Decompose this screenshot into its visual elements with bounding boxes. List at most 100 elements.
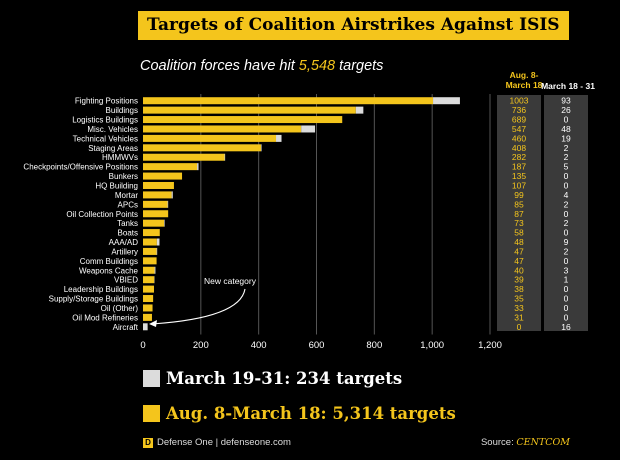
march-value: 0 [564, 256, 569, 266]
bar-aug [143, 134, 277, 142]
bar-aug [143, 295, 154, 303]
x-tick-label: 800 [366, 340, 382, 351]
category-label: APCs [118, 200, 138, 209]
footer-source-label: Source: [480, 437, 517, 448]
march-value: 0 [564, 312, 569, 322]
bar-aug [143, 313, 152, 321]
legend-aug-swatch [143, 405, 160, 422]
aug-value: 107 [512, 180, 526, 190]
aug-value: 1003 [510, 96, 529, 106]
category-label: HQ Building [95, 181, 138, 190]
aug-values-panel [497, 95, 541, 331]
bar-aug [143, 210, 169, 218]
bar-march [156, 238, 160, 246]
bar-march [301, 125, 316, 133]
aug-value: 58 [514, 228, 524, 238]
march-value: 93 [561, 96, 571, 106]
aug-value: 0 [517, 322, 522, 332]
march-value: 3 [564, 265, 569, 275]
aug-value: 282 [512, 152, 526, 162]
category-label: Weapons Cache [79, 266, 139, 275]
aug-value: 135 [512, 171, 526, 181]
march-value: 48 [561, 124, 571, 134]
bar-aug [143, 276, 155, 284]
march-value: 2 [564, 246, 569, 256]
chart-subtitle: Coalition forces have hit 5,548 targets [140, 58, 383, 74]
category-label: Comm Buildings [80, 257, 138, 266]
annotation-label: New category [204, 276, 257, 286]
march-value: 1 [564, 275, 569, 285]
bar-march [164, 219, 165, 227]
bar-aug [143, 163, 198, 171]
column-header-aug: Aug. 8- March 18 [505, 70, 543, 90]
bar-march [197, 163, 199, 171]
aug-value: 47 [514, 246, 524, 256]
category-label: Logistics Buildings [72, 116, 138, 125]
bar-aug [143, 153, 225, 161]
bar-aug [143, 266, 155, 274]
march-value: 2 [564, 218, 569, 228]
legend-march-label: March 19-31: 234 targets [166, 369, 403, 388]
category-label: Leadership Buildings [64, 285, 138, 294]
march-value: 5 [564, 162, 569, 172]
march-value: 19 [561, 133, 571, 143]
bar-march [143, 323, 148, 331]
march-value: 26 [561, 105, 571, 115]
subtitle-total: 5,548 [298, 58, 336, 74]
aug-value: 47 [514, 256, 524, 266]
march-value: 2 [564, 152, 569, 162]
march-value: 0 [564, 115, 569, 125]
category-label: Boats [118, 229, 138, 238]
bar-aug [143, 238, 157, 246]
bar-march [433, 97, 460, 105]
march-value: 0 [564, 171, 569, 181]
annotation-arrowhead [149, 320, 157, 327]
category-label: HMMWVs [102, 153, 138, 162]
aug-value: 547 [512, 124, 526, 134]
bar-aug [143, 191, 172, 199]
bar-aug [143, 125, 302, 133]
footer-brand-text: Defense One | defenseone.com [157, 437, 291, 448]
bar-march [260, 144, 262, 152]
category-label: Bunkers [109, 172, 138, 181]
march-value: 9 [564, 237, 569, 247]
category-label: Technical Vehicles [73, 134, 138, 143]
bar-aug [143, 229, 160, 237]
category-label: Tanks [117, 219, 138, 228]
march-value: 16 [561, 322, 571, 332]
march-value: 2 [564, 143, 569, 153]
subtitle-prefix: Coalition forces have hit [140, 58, 299, 74]
bar-march [224, 153, 226, 161]
bar-aug [143, 97, 434, 105]
aug-value: 35 [514, 294, 524, 304]
march-value: 2 [564, 199, 569, 209]
aug-value: 408 [512, 143, 526, 153]
x-tick-label: 200 [193, 340, 209, 351]
category-label: Misc. Vehicles [87, 125, 138, 134]
march-value: 0 [564, 294, 569, 304]
aug-value: 99 [514, 190, 524, 200]
legend-aug-label: Aug. 8-March 18: 5,314 targets [166, 404, 456, 423]
bar-march [156, 247, 158, 255]
march-value: 0 [564, 228, 569, 238]
march-values-panel [544, 95, 588, 331]
aug-value: 33 [514, 303, 524, 313]
legend-aug: Aug. 8-March 18: 5,314 targets [143, 404, 456, 423]
annotation-arrow [151, 288, 246, 325]
footer-source-name: CENTCOM [516, 437, 570, 448]
category-label: Staging Areas [88, 144, 138, 153]
subtitle-suffix: targets [335, 58, 384, 74]
aug-value: 87 [514, 209, 524, 219]
aug-value: 85 [514, 199, 524, 209]
bar-march [171, 191, 173, 199]
aug-value: 736 [512, 105, 526, 115]
legend-march-swatch [143, 370, 160, 387]
x-tick-label: 1,000 [420, 340, 444, 351]
bar-march [154, 266, 156, 274]
x-tick-label: 600 [309, 340, 325, 351]
category-label: Oil (Other) [101, 304, 139, 313]
aug-value: 39 [514, 275, 524, 285]
category-label: VBIED [114, 276, 138, 285]
aug-value: 31 [514, 312, 524, 322]
